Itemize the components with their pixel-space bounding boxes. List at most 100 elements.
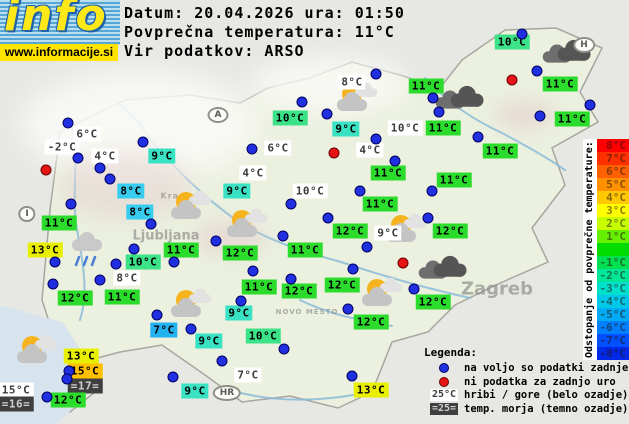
legend-title: Legenda: [424,346,477,359]
blue-station-dot [110,258,122,270]
blue-station-dot [137,136,149,148]
temp-label: 8°C [338,74,366,90]
logo-url[interactable]: www.informacije.si [0,44,118,61]
blue-station-dot [65,198,77,210]
temp-label: 4°C [356,142,384,158]
colorbar-segment: 2°C [597,217,629,230]
blue-station-dot [433,106,445,118]
temp-label: =17= [67,378,103,394]
blue-station-dot [472,131,484,143]
temp-label: 9°C [195,333,223,349]
blue-station-dot [534,110,546,122]
dark-box-sample: =25= [429,403,459,416]
colorbar-segment: 7°C [597,152,629,165]
legend-item-text: na voljo so podatki zadnje ure [464,361,629,374]
temp-label: 13°C [63,348,99,364]
temp-label: 8°C [126,204,154,220]
temp-label: 9°C [332,121,360,137]
blue-station-dot [167,371,179,383]
route-marker: I [18,206,36,222]
blue-station-dot [47,278,59,290]
legend-item: na voljo so podatki zadnje ure [424,361,629,375]
red-station-dot [397,257,409,269]
colorbar-segment: 3°C [597,204,629,217]
logo-stripes: info [0,0,120,45]
blue-station-dot [247,265,259,277]
blue-station-dot [321,108,333,120]
rain-icon [66,231,108,273]
blue-station-dot [235,295,247,307]
temp-label: 11°C [163,242,199,258]
legend-item: 25°C hribi / gore (belo ozadje) [424,389,629,403]
blue-station-dot [62,117,74,129]
partly-cloudy-icon [166,287,212,325]
city-label: Ljubljana [132,228,200,244]
blue-station-dot [185,323,197,335]
blue-station-dot [285,198,297,210]
temp-label: 11°C [362,196,398,212]
red-station-dot [506,74,518,86]
colorbar-segment: 1°C [597,230,629,243]
blue-station-dot [145,218,157,230]
colorbar-segment: -3°C [597,282,629,295]
temp-label: 8°C [117,183,145,199]
temp-label: 4°C [239,165,267,181]
blue-station-dot [389,155,401,167]
blue-station-dot [354,185,366,197]
temp-label: 10°C [245,328,281,344]
temp-label: 11°C [241,279,277,295]
colorbar-segment: 5°C [597,178,629,191]
blue-station-dot [422,212,434,224]
colorbar-title: Odstopanje od povprečne temperature: [583,139,597,360]
blue-station-dot [584,99,596,111]
colorbar-segment: 8°C [597,139,629,152]
cloudy-icon [417,255,469,291]
temp-label: 13°C [27,242,63,258]
temp-label: 9°C [148,148,176,164]
temp-label: 9°C [225,305,253,321]
blue-station-dot [427,92,439,104]
temp-label: 6°C [264,140,292,156]
site-logo[interactable]: info www.informacije.si [0,0,120,62]
temp-label: 9°C [223,183,251,199]
partly-cloudy-icon [357,276,403,314]
city-label: Kranj [160,191,190,201]
cloudy-icon [434,85,486,121]
temp-label: 8°C [113,270,141,286]
colorbar-segment: -8°C [597,347,629,360]
temp-label: 11°C [408,78,444,94]
temp-label: 15°C [0,382,34,398]
blue-station-dot [49,256,61,268]
temp-label: 7°C [150,322,178,338]
header-date-line: Datum: 20.04.2026 ura: 01:50 [124,4,405,22]
blue-station-dot [426,185,438,197]
blue-station-dot [370,133,382,145]
blue-station-dot [278,343,290,355]
temp-label: 11°C [104,289,140,305]
temp-label: 10°C [125,254,161,270]
deviation-colorbar: Odstopanje od povprečne temperature: 8°C… [583,139,629,360]
temp-label: 12°C [353,314,389,330]
temp-label: 15°C [67,363,103,379]
white-box-sample: 25°C [429,389,459,402]
blue-station-dot [516,28,528,40]
blue-station-dot [361,241,373,253]
temp-label: 12°C [222,245,258,261]
colorbar-segment: -6°C [597,321,629,334]
city-label: Zagreb [460,278,534,300]
blue-station-dot [531,65,543,77]
temp-label: =16= [0,396,34,412]
colorbar-segment: -1°C [597,256,629,269]
temp-label: 11°C [370,165,406,181]
partly-cloudy-icon [12,333,58,371]
dark-box-marker: =25= [424,403,464,416]
city-label: NOVO MESTO [275,308,339,316]
red-dot-marker [424,376,464,387]
temp-label: 12°C [432,223,468,239]
temp-label: 7°C [234,367,262,383]
temp-label: 10°C [292,183,328,199]
blue-station-dot [168,256,180,268]
temp-label: 12°C [50,392,86,408]
blue-station-dot [342,303,354,315]
logo-brand-text: info [4,0,108,41]
